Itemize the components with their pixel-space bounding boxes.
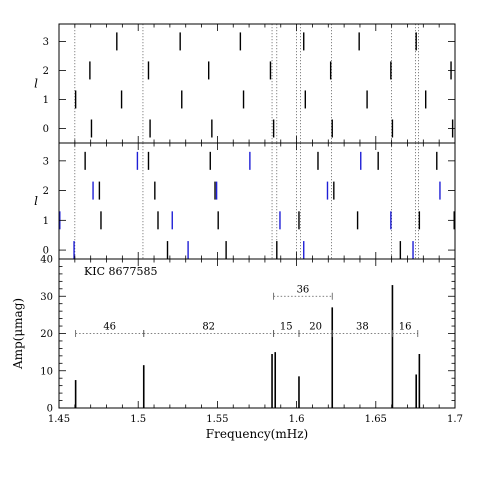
spacing-label: 16 <box>399 322 412 333</box>
y-tick-label: 2 <box>43 66 49 77</box>
y-tick-label: 40 <box>40 255 53 266</box>
y-tick-label: 20 <box>40 329 53 340</box>
spacing-label: 15 <box>280 322 293 333</box>
spacing-label: 82 <box>202 322 215 333</box>
y-tick-label: 0 <box>43 246 49 257</box>
y-tick-label: 3 <box>43 156 49 167</box>
y-tick-label: 1 <box>43 95 49 106</box>
spacing-label: 36 <box>297 284 310 295</box>
x-axis-label: Frequency(mHz) <box>206 427 308 441</box>
spacing-label: 46 <box>103 322 116 333</box>
top-panel: 0 1 2 3 l <box>34 23 456 144</box>
y-axis-label: l <box>34 77 38 91</box>
x-tick-label: 1.55 <box>206 414 228 425</box>
y-tick-label: 0 <box>47 404 53 415</box>
x-tick-label: 1.65 <box>365 414 387 425</box>
y-tick-label: 30 <box>40 292 53 303</box>
x-tick-label: 1.45 <box>48 414 70 425</box>
y-tick-label: 1 <box>43 216 49 227</box>
star-label: KIC 8677585 <box>84 265 157 278</box>
y-tick-label: 3 <box>43 37 49 48</box>
x-tick-label: 1.7 <box>447 414 463 425</box>
y-tick-label: 10 <box>40 366 53 377</box>
panel-frame <box>58 23 456 144</box>
spacing-label: 20 <box>309 322 322 333</box>
y-tick-label: 2 <box>43 186 49 197</box>
x-tick-label: 1.6 <box>289 414 305 425</box>
panel-frame <box>58 142 456 260</box>
middle-panel: 0 1 2 3 l <box>34 142 456 260</box>
y-axis-label: Amp(μmag) <box>11 298 25 370</box>
x-tick-label: 1.5 <box>130 414 146 425</box>
y-axis-label: l <box>34 194 38 208</box>
y-tick-label: 0 <box>43 124 49 135</box>
spacing-label: 38 <box>356 322 369 333</box>
bottom-panel: 46 82 15 20 38 16 36 0 10 20 30 40 1.45 1.5 1.55 1.6 1.6… <box>11 255 463 442</box>
